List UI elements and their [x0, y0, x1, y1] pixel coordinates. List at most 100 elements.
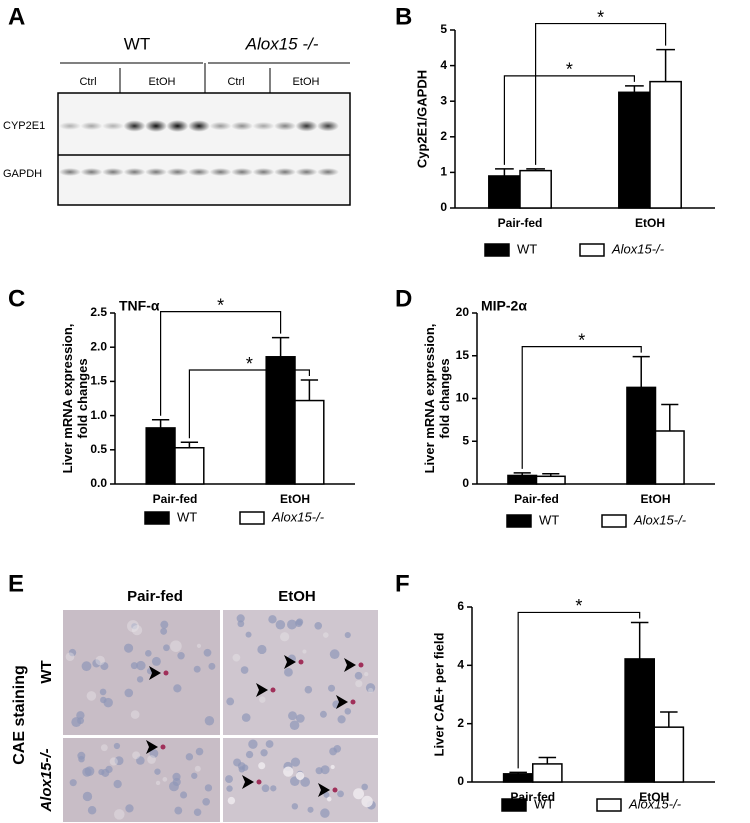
nucleus [124, 688, 134, 698]
micrograph [63, 610, 220, 735]
bar [294, 399, 325, 485]
nucleus [208, 662, 216, 670]
vacuole [132, 751, 141, 760]
column-label: Pair-fed [127, 588, 183, 605]
nucleus [245, 750, 254, 759]
nucleus [160, 627, 168, 635]
nucleus [177, 652, 185, 660]
legend-label: WT [517, 241, 537, 256]
band [123, 168, 146, 176]
nucleus [154, 768, 161, 775]
chart-title: MIP-2α [481, 298, 527, 314]
nucleus [69, 779, 77, 787]
band [102, 122, 124, 130]
nucleus [136, 756, 145, 765]
bar [488, 175, 521, 209]
y-tick-label: 0.0 [90, 476, 107, 490]
significance-bracket [188, 369, 310, 439]
band [145, 168, 167, 176]
y-axis-label: Liver mRNA expression, [60, 324, 75, 474]
band [166, 120, 189, 132]
nucleus [261, 784, 270, 793]
nucleus [320, 808, 330, 818]
vacuole [155, 780, 161, 786]
vacuole [65, 652, 75, 661]
vacuole [227, 796, 236, 805]
nucleus [202, 797, 210, 806]
y-tick-label: 20 [456, 305, 470, 319]
band [209, 168, 232, 176]
nucleus [287, 619, 297, 630]
band [166, 168, 189, 176]
vacuole [322, 632, 329, 638]
band [252, 168, 275, 176]
nucleus [204, 784, 213, 792]
nucleus [136, 660, 146, 671]
bar [145, 427, 176, 485]
nucleus [195, 747, 204, 756]
y-tick-label: 0.5 [90, 442, 107, 456]
nucleus [361, 783, 368, 791]
row-label: WT [38, 660, 55, 683]
vacuole [95, 655, 105, 666]
nucleus [314, 621, 323, 630]
band [295, 120, 318, 132]
panel-letter: D [395, 285, 412, 312]
panel-letter: F [395, 570, 410, 597]
significance-label: * [575, 596, 582, 616]
bar [624, 658, 656, 783]
vacuole [364, 671, 369, 677]
legend-swatch [484, 243, 510, 257]
bar [649, 80, 682, 209]
bar [502, 773, 534, 783]
nucleus [226, 697, 235, 706]
nucleus [284, 667, 293, 677]
significance-label: * [246, 354, 253, 374]
nucleus [344, 631, 351, 639]
panel-letter: C [8, 285, 25, 312]
bar [626, 386, 657, 485]
legend-swatch [501, 798, 527, 812]
blot-row: GAPDH [3, 168, 42, 180]
vacuole [259, 696, 266, 703]
arrow [146, 740, 158, 754]
stained-cell [256, 779, 262, 785]
panel-letter: E [8, 570, 24, 597]
legend-label: WT [177, 509, 197, 524]
nucleus [233, 758, 242, 767]
x-tick-label: Pair-fed [498, 216, 543, 230]
y-tick-label: 15 [456, 348, 470, 362]
nucleus [113, 779, 122, 789]
bar [532, 763, 563, 783]
nucleus [300, 777, 311, 787]
nucleus [275, 619, 286, 630]
band [252, 121, 275, 131]
panel-letter: B [395, 3, 412, 30]
nucleus [193, 808, 202, 817]
y-tick-label: 10 [456, 391, 470, 405]
legend-swatch [579, 243, 605, 257]
y-tick-label: 2.5 [90, 305, 107, 319]
legend-label: WT [534, 796, 554, 811]
y-tick-label: 0 [440, 200, 447, 214]
nucleus [82, 791, 93, 802]
y-tick-label: 4 [457, 658, 464, 672]
nucleus [180, 791, 188, 799]
arrow [149, 666, 161, 680]
nucleus [337, 790, 344, 798]
vacuole [170, 640, 182, 652]
y-tick-label: 0 [457, 774, 464, 788]
arrow [284, 655, 296, 669]
band [231, 168, 253, 176]
nucleus [260, 749, 268, 757]
nucleus [174, 806, 183, 815]
nucleus [344, 707, 352, 715]
vacuole [279, 632, 290, 642]
nucleus [77, 717, 85, 725]
blot-group: WT [124, 34, 150, 53]
vacuole [109, 757, 118, 766]
nucleus [241, 764, 249, 771]
nucleus [323, 791, 330, 798]
column-label: EtOH [278, 588, 316, 605]
y-axis-label: fold changes [75, 358, 90, 438]
